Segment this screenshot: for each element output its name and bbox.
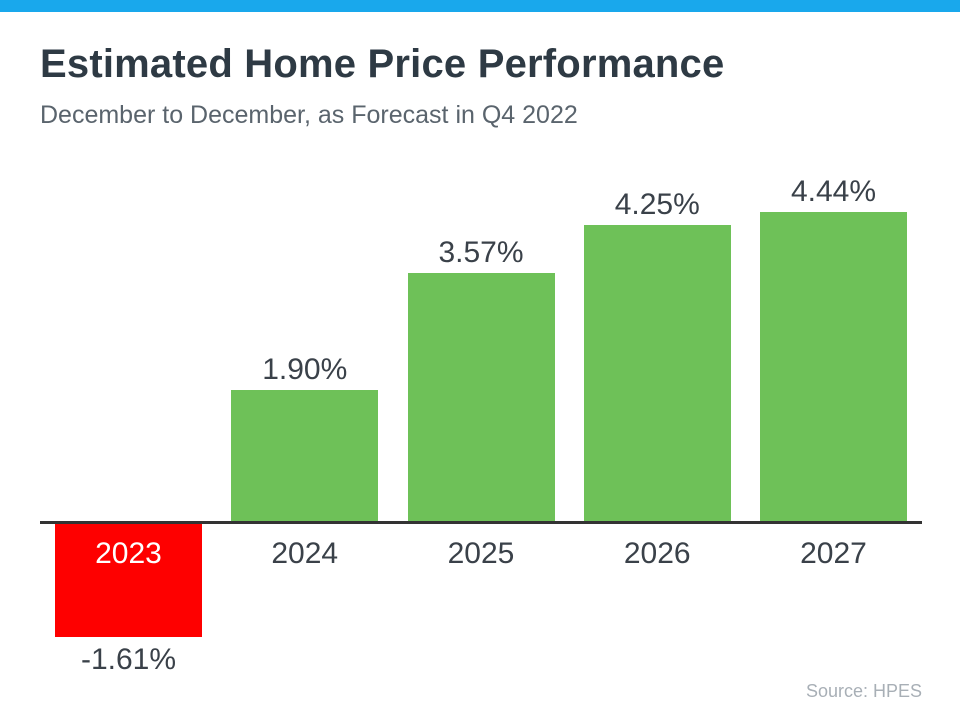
bar-value-label-2027: 4.44% (790, 175, 877, 208)
bar-2023 (55, 524, 202, 637)
source-credit: Source: HPES (805, 681, 922, 701)
x-axis-line (40, 521, 922, 524)
bar-value-label-2023: -1.61% (80, 643, 177, 676)
page-title: Estimated Home Price Performance (40, 42, 725, 86)
top-accent-bar (0, 0, 960, 12)
bar-year-label-2025: 2025 (447, 537, 515, 570)
bar-year-label-2023: 2023 (95, 537, 162, 570)
bar-year-label-2024: 2024 (271, 537, 339, 570)
bar-2026 (583, 225, 731, 523)
bar-value-label-2025: 3.57% (438, 236, 524, 269)
bar-2024 (231, 390, 379, 523)
page-subtitle: December to December, as Forecast in Q4 … (40, 101, 578, 129)
bar-year-label-2026: 2026 (623, 537, 691, 570)
bar-value-label-2026: 4.25% (614, 188, 700, 221)
bar-2027 (760, 212, 907, 523)
bar-2025 (407, 273, 555, 523)
bar-year-label-2027: 2027 (800, 537, 867, 570)
bar-value-label-2024: 1.90% (262, 353, 348, 386)
